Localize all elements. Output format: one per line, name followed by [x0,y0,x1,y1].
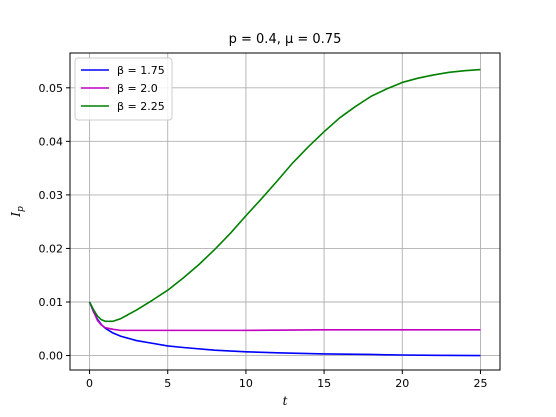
y-tick-label: 0.00 [39,350,64,363]
legend: β = 1.75 β = 2.0 β = 2.25 [74,57,173,121]
series-lines [88,68,481,357]
plot-frame [69,52,501,371]
x-tick-label: 0 [86,377,93,390]
series-line [88,301,481,357]
legend-entry: β = 2.25 [117,100,165,113]
x-axis-label: t [283,394,288,408]
x-tick-label: 10 [239,377,253,390]
legend-box [74,57,173,121]
x-tick-label: 20 [395,377,409,390]
axis-ticks: 0 5 10 15 20 25 0.00 0.01 0.02 0.03 0.04 0.05 [39,82,488,390]
y-tick-label: 0.04 [39,135,64,148]
y-axis-label: Ip [9,206,26,218]
x-tick-label: 5 [164,377,171,390]
legend-entry: β = 2.0 [117,82,158,95]
series-line [88,68,481,323]
legend-entry: β = 1.75 [117,64,165,77]
x-tick-label: 25 [473,377,487,390]
y-tick-label: 0.02 [39,242,64,255]
series-line [88,301,481,332]
x-tick-label: 15 [317,377,331,390]
y-tick-label: 0.05 [39,82,64,95]
y-tick-label: 0.03 [39,189,64,202]
chart-title: p = 0.4, μ = 0.75 [229,32,342,47]
y-tick-label: 0.01 [39,296,64,309]
